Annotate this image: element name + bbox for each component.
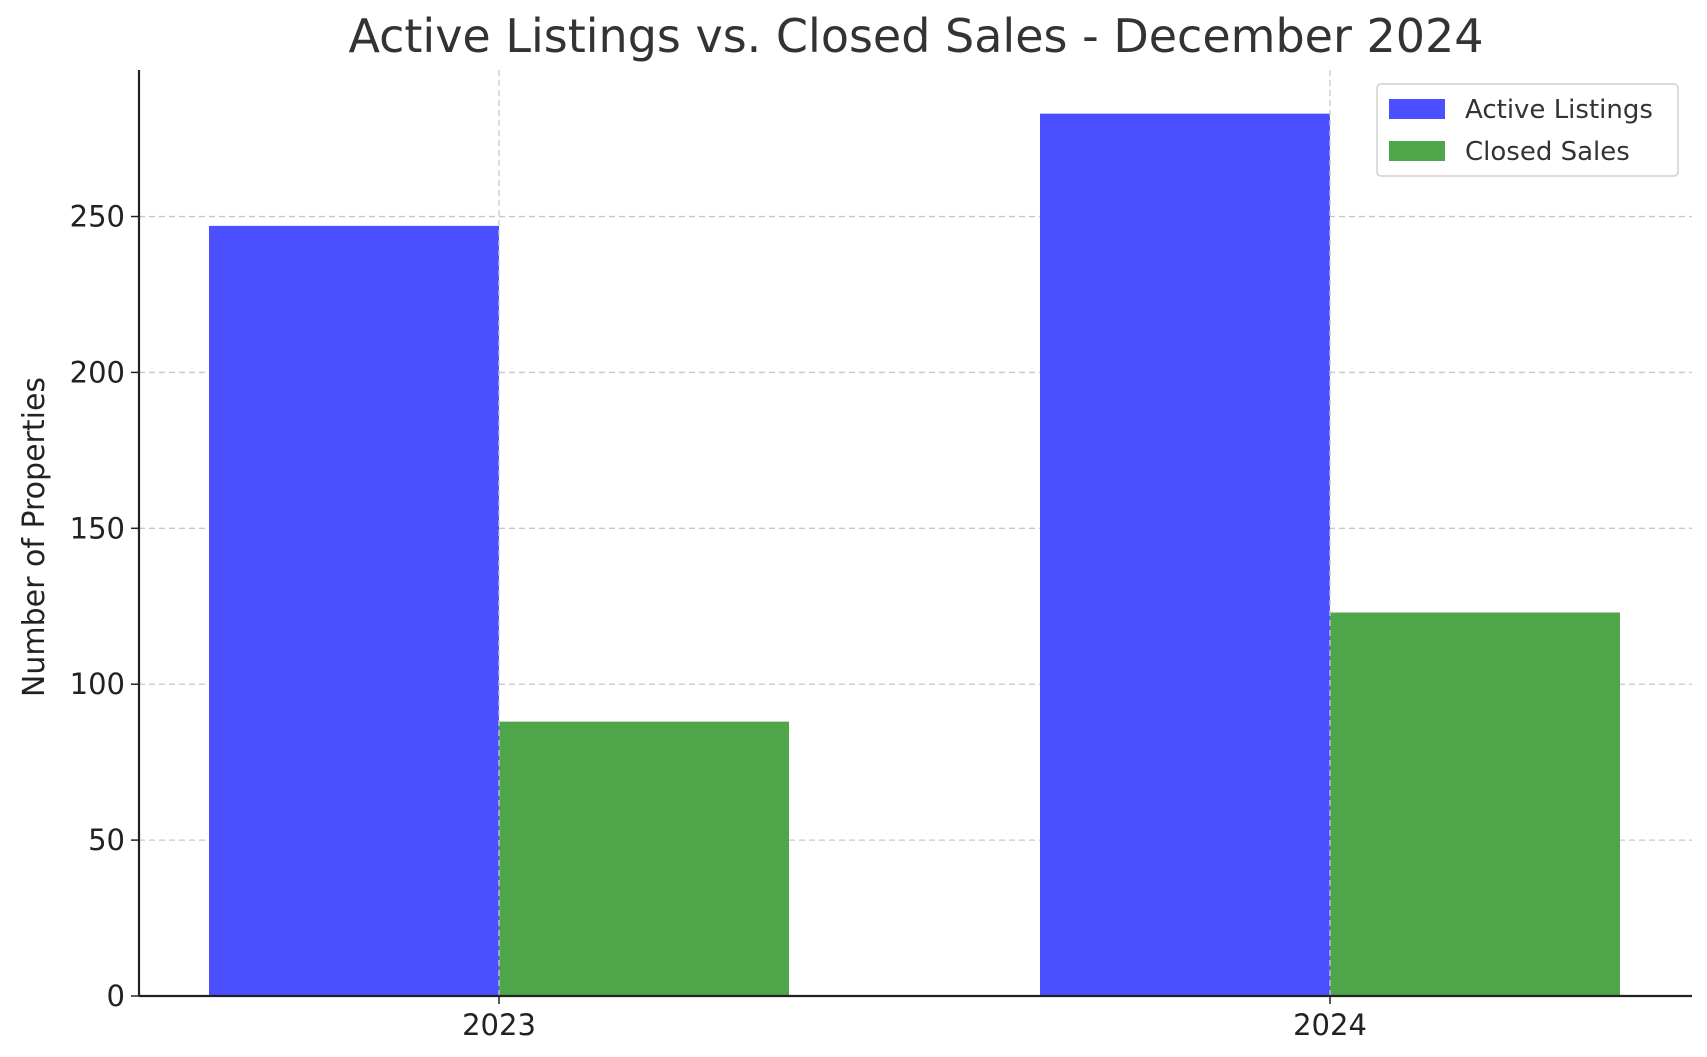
x-tick-label: 2024 bbox=[1293, 1008, 1367, 1042]
x-tick-label: 2023 bbox=[462, 1008, 536, 1042]
bar-active-listings-2023 bbox=[209, 225, 499, 996]
bar-closed-sales-2024 bbox=[1330, 612, 1620, 996]
legend-label: Closed Sales bbox=[1465, 137, 1630, 167]
vertical-gridlines bbox=[498, 70, 1331, 996]
x-tick-labels: 2023 2024 bbox=[462, 996, 1367, 1042]
y-tick-label: 50 bbox=[88, 823, 125, 857]
chart-title: Active Listings vs. Closed Sales - Decem… bbox=[348, 9, 1483, 63]
bar-active-listings-2024 bbox=[1040, 113, 1330, 996]
axes bbox=[137, 70, 1692, 998]
y-tick-label: 200 bbox=[70, 355, 125, 389]
y-tick-label: 100 bbox=[70, 667, 125, 701]
bars bbox=[209, 113, 1620, 996]
y-tick-labels: 0 50 100 150 200 250 bbox=[70, 200, 139, 1013]
y-axis-label: Number of Properties bbox=[17, 377, 52, 697]
legend-swatch bbox=[1389, 99, 1445, 119]
y-tick-label: 0 bbox=[107, 979, 125, 1013]
y-tick-label: 150 bbox=[70, 511, 125, 545]
bar-closed-sales-2023 bbox=[499, 721, 789, 996]
legend-box bbox=[1376, 83, 1679, 177]
legend: Active Listings Closed Sales bbox=[1376, 83, 1679, 177]
legend-swatch bbox=[1389, 141, 1445, 161]
y-tick-label: 250 bbox=[70, 200, 125, 234]
legend-label: Active Listings bbox=[1465, 95, 1653, 125]
